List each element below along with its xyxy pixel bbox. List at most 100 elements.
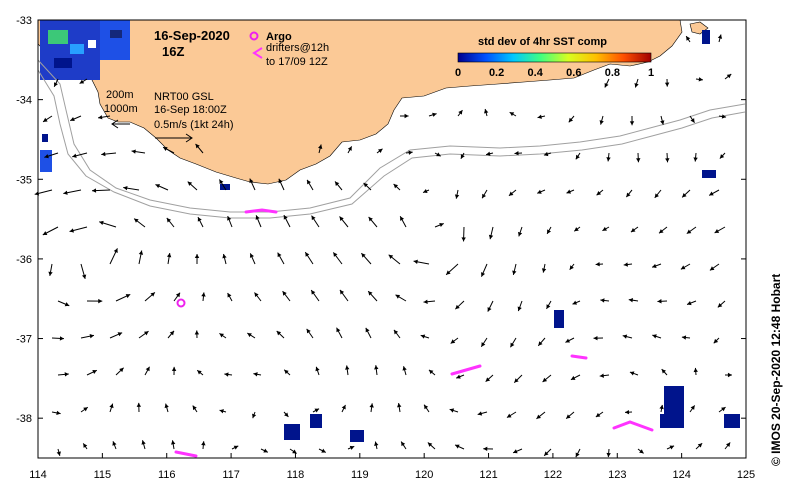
- current-vector-head: [713, 338, 719, 344]
- current-vector-head: [306, 328, 311, 334]
- current-vector-head: [69, 228, 74, 233]
- current-vector-head: [311, 290, 316, 295]
- current-vector-head: [99, 220, 104, 226]
- product-time: 16-Sep 18:00Z: [154, 104, 227, 116]
- current-vector-head: [64, 302, 70, 307]
- current-vector-head: [201, 292, 206, 297]
- current-vector-head: [544, 451, 549, 456]
- y-tick-label: -34: [16, 95, 32, 107]
- current-vector-head: [194, 330, 200, 335]
- current-vector-head: [508, 191, 514, 196]
- current-vector-head: [542, 377, 548, 382]
- current-vector-head: [477, 411, 483, 416]
- current-vector-head: [402, 366, 407, 371]
- current-vector-head: [253, 372, 258, 377]
- current-vector-head: [347, 146, 352, 151]
- current-vector-head: [321, 448, 326, 453]
- current-vector-head: [150, 292, 155, 297]
- current-vector-head: [247, 333, 252, 338]
- current-vector-head: [123, 185, 128, 191]
- current-vector-head: [565, 338, 571, 343]
- x-tick-label: 117: [222, 469, 240, 481]
- current-vector-head: [636, 158, 641, 163]
- current-vector-head: [393, 329, 399, 335]
- current-vector-head: [446, 270, 451, 275]
- current-vector-head: [395, 294, 401, 299]
- current-vector-head: [56, 451, 61, 456]
- current-vector-head: [64, 372, 69, 377]
- x-tick-label: 124: [672, 469, 690, 481]
- contour-leader: [111, 119, 130, 129]
- current-vector-head: [144, 331, 149, 336]
- current-vector-head: [70, 117, 75, 122]
- drifter-track-1: [244, 208, 278, 214]
- current-vector-head: [194, 254, 200, 259]
- current-vector-head: [72, 153, 77, 158]
- current-vector-head: [163, 147, 168, 151]
- current-vector-head: [717, 34, 723, 39]
- current-vector-head: [44, 154, 49, 159]
- current-vector-head: [687, 300, 692, 306]
- current-vector-head: [639, 449, 644, 454]
- current-vector-head: [365, 327, 370, 333]
- title-date: 16-Sep-2020: [154, 28, 230, 43]
- current-vector-head: [682, 193, 687, 198]
- current-vector-head: [349, 445, 355, 450]
- current-vector-head: [686, 229, 692, 234]
- current-vector-head: [541, 268, 547, 273]
- current-vector-head: [292, 449, 297, 454]
- current-vector-head: [48, 271, 53, 276]
- current-vector-head: [263, 448, 268, 453]
- current-vector-head: [413, 259, 418, 265]
- argo-float-marker: [176, 298, 186, 308]
- current-vector-head: [131, 149, 136, 154]
- contour-label-200m: 200m: [106, 89, 134, 101]
- current-vector-head: [629, 121, 635, 126]
- current-vector-head: [335, 181, 340, 186]
- current-vector-head: [284, 412, 289, 417]
- current-vector-head: [543, 151, 549, 157]
- current-vector-head: [602, 226, 607, 231]
- colorbar-tick-label: 0: [455, 67, 461, 79]
- current-vector-head: [595, 262, 600, 267]
- current-vector-head: [574, 227, 579, 232]
- y-tick-label: -38: [16, 413, 32, 425]
- current-vector-head: [119, 367, 124, 373]
- current-vector-head: [690, 118, 695, 123]
- current-vector-head: [625, 409, 630, 415]
- colorbar-tick-label: 0.2: [489, 67, 504, 79]
- current-vector-head: [596, 190, 602, 196]
- current-vector-head: [197, 370, 202, 375]
- current-vector-head: [455, 304, 460, 310]
- current-vector-head: [361, 253, 366, 258]
- current-vector-head: [43, 117, 48, 122]
- current-vector-head: [254, 292, 259, 298]
- current-vector-head: [690, 405, 695, 410]
- x-tick-label: 118: [287, 469, 305, 481]
- current-vector-head: [575, 452, 580, 458]
- current-vector-head: [314, 408, 320, 413]
- vector-scale-label: 0.5m/s (1kt 24h): [154, 119, 233, 131]
- current-vector-head: [42, 231, 48, 235]
- colorbar-ticks: 0 0.2 0.4 0.6 0.8 1: [455, 67, 654, 79]
- current-vector-head: [509, 112, 515, 117]
- sst-patches-offshore: [220, 30, 740, 442]
- current-vector-head: [652, 263, 657, 268]
- current-vector-head: [570, 375, 576, 380]
- current-vector-head: [513, 449, 518, 454]
- current-vector-head: [566, 414, 571, 419]
- x-tick-label: 119: [351, 469, 369, 481]
- vector-scale-arrow: [155, 133, 193, 143]
- current-vector-head: [201, 441, 206, 446]
- colorbar-tick-label: 1: [648, 67, 654, 79]
- current-vector-head: [659, 404, 664, 410]
- current-vector-head: [482, 193, 487, 199]
- argo-legend-icon: [249, 31, 259, 41]
- current-vector-head: [195, 143, 200, 149]
- current-vector-head: [339, 216, 344, 221]
- current-vector-head: [363, 182, 369, 188]
- drifters-label-2: to 17/09 12Z: [266, 56, 328, 68]
- colorbar: [457, 52, 652, 63]
- current-vector-head: [483, 446, 488, 452]
